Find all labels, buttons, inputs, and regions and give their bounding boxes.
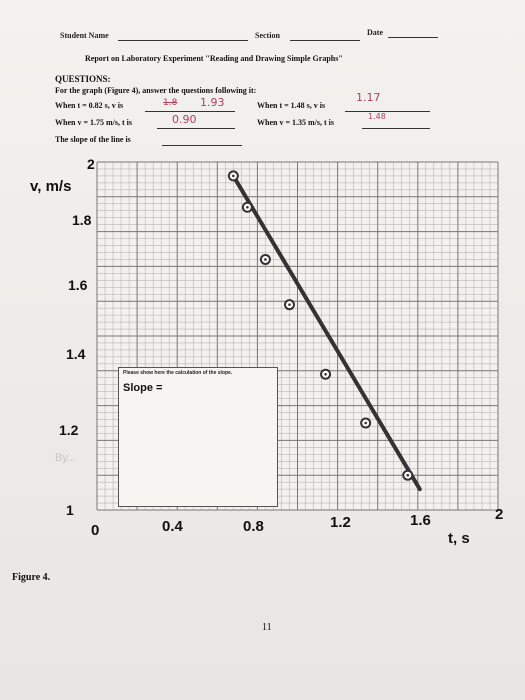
date-line (388, 37, 438, 38)
x-tick-label: 1.2 (330, 514, 351, 531)
answer-2: 1.17 (356, 91, 381, 104)
question-4: When v = 1.35 m/s, t is (257, 118, 335, 127)
section-label: Section (255, 31, 280, 40)
data-point-center (324, 372, 327, 376)
page-number: 11 (262, 622, 272, 633)
slope-answer-line (162, 145, 242, 146)
slope-question: The slope of the line is (55, 135, 131, 144)
questions-intro: For the graph (Figure 4), answer the que… (55, 86, 257, 95)
x-axis-title: t, s (448, 530, 470, 547)
question-3: When v = 1.75 m/s, t is (55, 118, 133, 127)
section-line (290, 40, 360, 41)
answer-4: 1.48 (368, 112, 386, 121)
answer-1-struck: 1.8 (163, 98, 178, 108)
slope-box-label: Slope = (123, 382, 163, 394)
answer-2-line (345, 111, 430, 112)
data-point-center (232, 174, 235, 178)
y-tick-label: 1.6 (68, 277, 88, 293)
slope-calculation-box[interactable]: Please show here the calculation of the … (118, 367, 278, 507)
y-tick-label: 1 (66, 502, 74, 518)
y-tick-label: 1.8 (72, 212, 92, 228)
slope-box-note: Please show here the calculation of the … (123, 370, 233, 376)
answer-3-line (157, 128, 235, 129)
x-tick-label: 0.4 (162, 518, 183, 535)
answer-3: 0.90 (172, 113, 197, 126)
date-label: Date (367, 28, 383, 37)
student-name-label: Student Name (60, 31, 109, 40)
answer-1-line (145, 111, 235, 112)
y-axis-title: v, m/s (30, 178, 72, 195)
x-tick-label: 2 (495, 506, 504, 523)
y-tick-label: 2 (87, 156, 95, 172)
data-point-center (406, 473, 410, 477)
y-tick-label: 1.2 (59, 422, 79, 438)
report-title: Report on Laboratory Experiment "Reading… (85, 54, 343, 63)
data-point-center (364, 421, 367, 425)
y-tick-label: 1.4 (66, 346, 86, 362)
data-point-center (246, 205, 249, 209)
data-line (231, 173, 422, 492)
data-point-center (288, 303, 291, 306)
x-tick-label: 1.6 (410, 512, 431, 529)
figure-caption: Figure 4. (12, 572, 51, 583)
answer-4-line (362, 128, 430, 129)
data-point-center (264, 258, 267, 261)
bleed-through-text: By... (55, 452, 77, 464)
student-name-line (118, 40, 248, 41)
x-tick-label: 0.8 (243, 518, 264, 535)
x-tick-label: 0 (91, 522, 100, 539)
question-2: When t = 1.48 s, v is (257, 101, 326, 110)
question-1: When t = 0.82 s, v is (55, 101, 124, 110)
answer-1: 1.93 (200, 96, 225, 109)
questions-heading: QUESTIONS: (55, 74, 111, 84)
